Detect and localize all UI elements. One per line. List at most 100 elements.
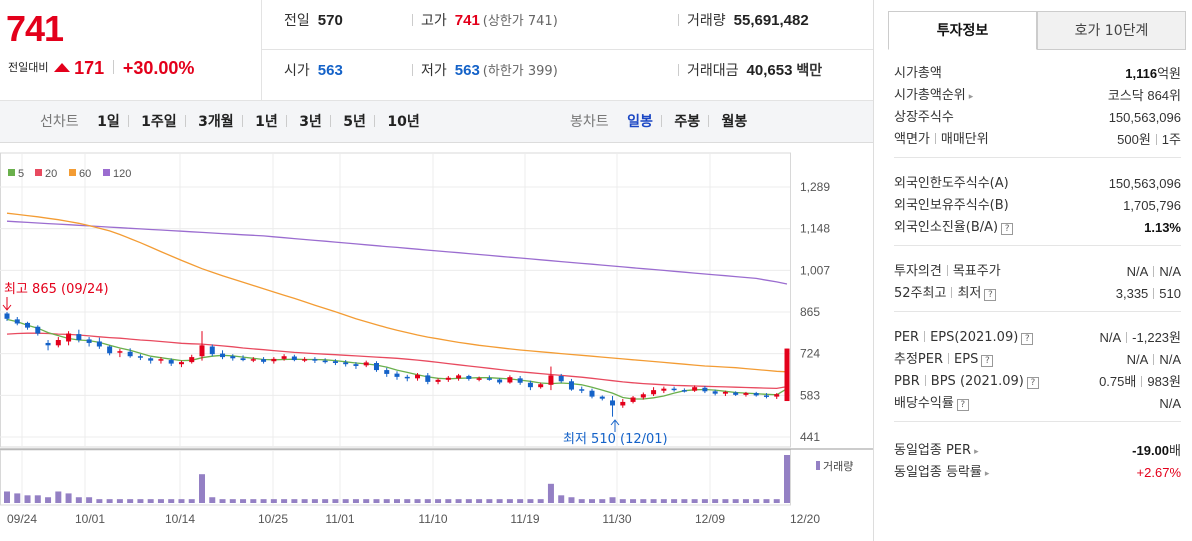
candle-body: [527, 382, 533, 388]
volume-bar: [14, 493, 21, 503]
volume-bar: [229, 499, 236, 503]
volume-bar: [394, 499, 400, 503]
help-icon[interactable]: ?: [956, 399, 969, 411]
candle-body: [363, 362, 369, 366]
info-key-2: EPS(2021.09): [930, 330, 1019, 345]
tab-invest-info[interactable]: 투자정보: [888, 11, 1037, 50]
volume-bar: [609, 497, 616, 503]
info-key: 배당수익률: [894, 396, 954, 411]
help-icon[interactable]: ?: [1021, 333, 1034, 345]
candle-body: [630, 397, 636, 402]
x-tick-label: 10/14: [165, 512, 195, 526]
info-value-2: -1,223원: [1132, 330, 1181, 345]
help-icon[interactable]: ?: [1001, 223, 1014, 235]
volume-bar: [96, 499, 103, 503]
info-value-strong: -19.00: [1132, 443, 1170, 458]
info-value: 150,563,096: [1108, 110, 1181, 125]
candle-body: [404, 376, 410, 379]
help-icon[interactable]: ?: [981, 355, 994, 367]
candle-body: [558, 375, 564, 382]
volume-bar: [558, 495, 565, 503]
candle-body: [261, 359, 267, 362]
candle-body: [466, 375, 472, 379]
volume-bar: [260, 499, 267, 503]
tab-orderbook[interactable]: 호가 10단계: [1037, 11, 1186, 50]
volume-bar: [75, 497, 82, 503]
candle-body: [651, 390, 657, 395]
candle-body: [548, 375, 554, 385]
info-row: PER EPS(2021.09)? N/A -1,223원: [894, 327, 1181, 349]
volume-bar: [250, 499, 257, 503]
period-3y[interactable]: 3년: [299, 114, 322, 130]
trade-value: 거래대금 40,653 백만: [678, 50, 830, 100]
candle-body: [281, 356, 287, 359]
volume-bar: [352, 499, 359, 503]
chevron-right-icon[interactable]: ▸: [984, 469, 990, 479]
candle-body: [4, 313, 10, 319]
info-value: 억원: [1157, 66, 1181, 81]
volume-bar: [681, 499, 688, 503]
candlestick-chart[interactable]: 1,289 1,148 1,007 865 724 583 441 09/24 10/01 10/…: [0, 143, 873, 541]
volume-bar: [199, 474, 205, 503]
period-3m[interactable]: 3개월: [198, 114, 234, 130]
candle-body: [343, 362, 349, 365]
info-row: 외국인한도주식수(A) 150,563,096: [894, 173, 1181, 195]
info-key-2: 목표주가: [952, 264, 1001, 279]
volume-bar: [537, 499, 544, 503]
help-icon[interactable]: ?: [1026, 377, 1039, 389]
volume-bar: [301, 499, 308, 503]
candle-body: [137, 356, 143, 358]
y-tick-label: 1,148: [800, 222, 830, 236]
volume-bar: [383, 499, 390, 503]
info-row: 외국인소진율(B/A)? 1.13%: [894, 217, 1181, 239]
volume-bar: [157, 499, 164, 503]
chevron-right-icon[interactable]: ▸: [968, 92, 974, 102]
period-5y[interactable]: 5년: [343, 114, 366, 130]
chart-toolbar: 선차트 1일 1주일 3개월 1년 3년 5년 10년 봉차트 일봉 주봉 월봉: [0, 101, 873, 143]
candle-body: [568, 381, 574, 390]
period-1w[interactable]: 1주일: [141, 114, 177, 130]
volume-bar: [147, 499, 154, 503]
volume-bar: [619, 499, 626, 503]
info-group5: 동일업종 PER ▸ -19.00배 동일업종 등락률 ▸ +2.67%: [894, 440, 1181, 490]
candle-daily[interactable]: 일봉: [627, 114, 653, 130]
period-1y[interactable]: 1년: [255, 114, 278, 130]
info-row: 동일업종 PER ▸ -19.00배: [894, 440, 1181, 462]
info-key-2: 최저: [957, 286, 982, 301]
info-key: 추정PER: [894, 352, 944, 367]
candle-body: [671, 388, 677, 391]
volume-bar: [435, 499, 442, 503]
info-row: 동일업종 등락률 ▸ +2.67%: [894, 462, 1181, 484]
candle-body: [107, 346, 113, 354]
volume-bar: [547, 483, 554, 503]
candle-body: [538, 384, 544, 388]
info-key-2: BPS (2021.09): [930, 374, 1024, 389]
period-1d[interactable]: 1일: [97, 114, 120, 130]
high-price: 고가 741 (상한가 741): [412, 0, 558, 50]
volume-bar: [599, 499, 606, 503]
volume-bar: [455, 499, 462, 503]
candle-body: [445, 377, 451, 380]
price-box: 741 전일대비 171 +30.00%: [0, 0, 262, 101]
candle-body: [96, 341, 102, 347]
candle-body: [415, 374, 421, 379]
info-value: N/A: [1159, 396, 1181, 411]
candle-body: [240, 358, 246, 361]
candle-weekly[interactable]: 주봉: [674, 114, 701, 130]
chevron-right-icon[interactable]: ▸: [974, 447, 979, 457]
volume-bar: [589, 499, 595, 503]
volume-bar: [178, 499, 185, 503]
candle-body: [435, 379, 441, 382]
help-icon[interactable]: ?: [984, 289, 997, 301]
info-value-2: N/A: [1159, 352, 1181, 367]
volume-bar: [506, 499, 513, 503]
info-key: 외국인한도주식수(A): [894, 176, 1009, 191]
period-10y[interactable]: 10년: [387, 114, 420, 130]
high-arrow-icon: [2, 304, 12, 311]
candle-monthly[interactable]: 월봉: [721, 114, 748, 130]
x-tick-label: 12/20: [790, 512, 820, 526]
x-tick-label: 11/01: [325, 512, 354, 526]
volume-bar: [753, 499, 760, 503]
info-value-change: +2.67%: [1136, 465, 1181, 480]
candle-body: [620, 401, 626, 406]
